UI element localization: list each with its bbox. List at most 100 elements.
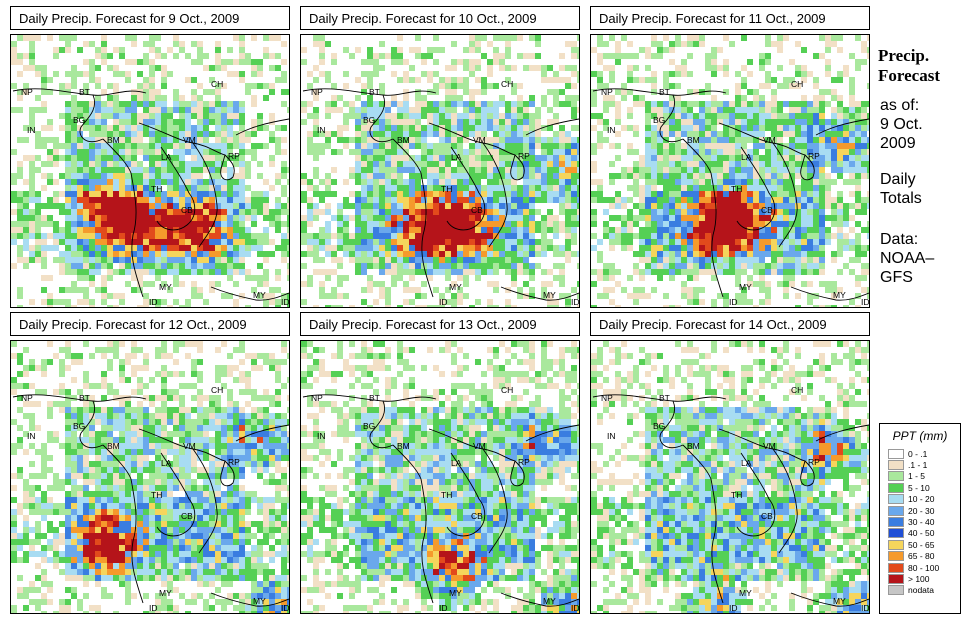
precip-cell — [493, 287, 499, 293]
country-label: CB — [471, 205, 483, 215]
precip-cell — [457, 113, 463, 119]
precip-cell — [29, 35, 35, 41]
precip-cell — [355, 167, 361, 173]
precip-cell — [517, 203, 523, 209]
precip-cell — [639, 251, 645, 257]
precip-cell — [95, 101, 101, 107]
precip-cell — [197, 155, 203, 161]
precip-cell — [433, 101, 439, 107]
precip-cell — [819, 173, 825, 179]
precip-cell — [215, 137, 221, 143]
precip-cell — [687, 269, 693, 275]
precip-map[interactable]: NP BT BG IN BM CH VM LA TH CB MY MY ID ID RP — [300, 34, 580, 308]
precip-cell — [233, 215, 239, 221]
precip-cell — [307, 131, 313, 137]
precip-cell — [663, 251, 669, 257]
country-label: BM — [687, 135, 700, 145]
precip-cell — [101, 53, 107, 59]
precip-cell — [717, 215, 723, 221]
precip-cell — [167, 113, 173, 119]
precip-cell — [137, 113, 143, 119]
precip-cell — [493, 167, 499, 173]
precip-cell — [747, 299, 753, 305]
precip-cell — [281, 419, 287, 425]
precip-cell — [221, 131, 227, 137]
precip-cell — [107, 431, 113, 437]
precip-cell — [777, 65, 783, 71]
precip-cell — [221, 119, 227, 125]
precip-cell — [717, 65, 723, 71]
precip-cell — [125, 71, 131, 77]
precip-cell — [693, 215, 699, 221]
precip-cell — [281, 161, 287, 167]
precip-cell — [343, 227, 349, 233]
precip-cell — [83, 227, 89, 233]
precip-cell — [759, 107, 765, 113]
precip-cell — [403, 77, 409, 83]
precip-cell — [167, 413, 173, 419]
precip-cell — [493, 257, 499, 263]
precip-cell — [95, 47, 101, 53]
precip-cell — [143, 59, 149, 65]
precip-cell — [361, 83, 367, 89]
precip-cell — [849, 83, 855, 89]
precip-map[interactable]: NP BT BG IN BM CH VM LA TH CB MY MY ID ID RP — [590, 34, 870, 308]
precip-cell — [245, 389, 251, 395]
precip-cell — [541, 239, 547, 245]
precip-cell — [391, 125, 397, 131]
precip-cell — [215, 437, 221, 443]
precip-cell — [559, 179, 565, 185]
precip-cell — [239, 347, 245, 353]
precip-map[interactable]: NP BT BG IN BM CH VM LA TH CB MY MY ID ID RP — [10, 34, 290, 308]
precip-cell — [789, 269, 795, 275]
precip-cell — [185, 197, 191, 203]
precip-cell — [451, 143, 457, 149]
precip-cell — [173, 137, 179, 143]
precip-cell — [379, 161, 385, 167]
precip-cell — [577, 185, 579, 191]
precip-cell — [155, 353, 161, 359]
precip-cell — [391, 215, 397, 221]
precip-cell — [41, 359, 47, 365]
precip-cell — [125, 203, 131, 209]
precip-map[interactable]: NP BT BG IN BM CH VM LA TH CB MY MY ID ID RP — [10, 340, 290, 614]
precip-cell — [173, 161, 179, 167]
precip-cell — [771, 41, 777, 47]
precip-cell — [801, 95, 807, 101]
precip-cell — [633, 131, 639, 137]
precip-cell — [47, 305, 53, 307]
precip-cell — [287, 89, 289, 95]
precip-cell — [615, 53, 621, 59]
precip-cell — [131, 425, 137, 431]
precip-cell — [451, 77, 457, 83]
precip-cell — [547, 143, 553, 149]
precip-cell — [867, 113, 869, 119]
precip-cell — [367, 209, 373, 215]
precip-cell — [155, 149, 161, 155]
precip-cell — [269, 113, 275, 119]
precip-cell — [457, 221, 463, 227]
precip-cell — [553, 101, 559, 107]
precip-cell — [113, 89, 119, 95]
precip-cell — [681, 71, 687, 77]
precip-cell — [433, 107, 439, 113]
precip-cell — [615, 59, 621, 65]
precip-cell — [571, 47, 577, 53]
precip-cell — [481, 161, 487, 167]
precip-cell — [101, 227, 107, 233]
precip-cell — [107, 179, 113, 185]
precip-cell — [131, 191, 137, 197]
precip-cell — [669, 173, 675, 179]
precip-cell — [597, 143, 603, 149]
precip-cell — [699, 197, 705, 203]
precip-cell — [603, 209, 609, 215]
precip-cell — [511, 263, 517, 269]
precip-cell — [819, 233, 825, 239]
precip-cell — [427, 305, 433, 307]
precip-cell — [819, 191, 825, 197]
precip-cell — [681, 209, 687, 215]
precip-cell — [83, 191, 89, 197]
precip-cell — [197, 41, 203, 47]
precip-cell — [337, 305, 343, 307]
precip-cell — [729, 221, 735, 227]
